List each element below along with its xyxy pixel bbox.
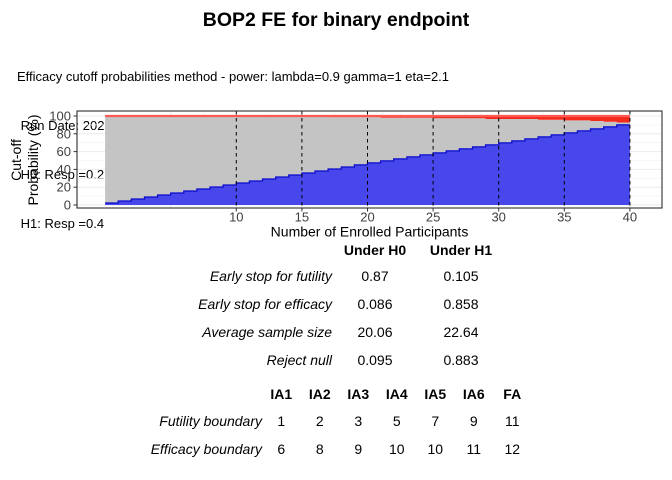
y-axis-title-line1: Cut-off [8,139,24,181]
x-tick-label: 10 [229,210,243,225]
cell-value: 9 [354,441,363,457]
column-header: IA3 [347,386,370,402]
table-row: Reject null 0.095 0.883 [0,346,504,374]
cell-value: 7 [431,413,440,429]
cell-value: 0.87 [361,268,389,284]
cell-value: 22.64 [443,324,479,340]
cell-value: 12 [504,441,521,457]
column-header: IA5 [424,386,447,402]
cell-value: 0.858 [443,296,479,312]
column-header: IA1 [270,386,293,402]
cell-value: 11 [466,441,482,457]
panel-border [76,110,663,209]
table-row: Average sample size 20.06 22.64 [0,318,504,346]
axes: 10 15 20 25 30 35 40 0 20 40 60 80 100 Number of Enro… [8,109,637,240]
x-tick-label: 30 [491,210,505,225]
row-label: Reject null [266,352,332,368]
cell-value: 20.06 [357,324,393,340]
x-axis-title: Number of Enrolled Participants [271,224,469,240]
subtitle-h1: H1: Resp =0.4 [17,216,105,232]
row-label: Futility boundary [159,413,262,429]
x-tick-label: 35 [557,210,571,225]
table-row: Futility boundary 1 2 3 5 7 9 11 [0,407,540,435]
cutoff-probability-chart: 10 15 20 25 30 35 40 0 20 40 60 80 100 Number of Enro… [8,109,663,240]
x-tick-label: 40 [623,210,637,225]
cell-value: 3 [354,413,363,429]
subtitle-method-line: Efficacy cutoff probabilities method - p… [17,68,450,84]
table-row: Early stop for efficacy 0.086 0.858 [0,290,504,318]
cell-value: 1 [277,413,286,429]
cell-value: 2 [315,413,324,429]
cell-value: 8 [315,441,324,457]
cell-value: 11 [504,413,520,429]
y-axis-title-line2: Probability (%) [25,114,41,205]
cell-value: 0.095 [357,352,393,368]
cell-value: 10 [427,441,444,457]
y-tick-label: 100 [49,109,71,124]
x-tick-label: 20 [360,210,374,225]
page-title: BOP2 FE for binary endpoint [202,9,470,31]
cell-value: 6 [277,441,286,457]
row-label: Early stop for efficacy [198,296,332,312]
row-label: Average sample size [202,324,332,340]
cell-value: 9 [469,413,478,429]
table-header-row: IA1 IA2 IA3 IA4 IA5 IA6 FA [0,381,540,407]
interim-analysis-lines [235,111,631,208]
futility-cutoff-line [105,124,630,204]
boundary-table: IA1 IA2 IA3 IA4 IA5 IA6 FA Futility boundary 1 2 3… [0,381,540,463]
row-label: Efficacy boundary [150,441,262,457]
table-row: Efficacy boundary 6 8 9 10 10 11 12 [0,435,540,463]
operating-characteristics-table: Under H0 Under H1 Early stop for futility 0… [0,238,504,374]
subtitle-block: Efficacy cutoff probabilities method - p… [17,36,449,266]
y-tick-label: 40 [57,162,71,177]
column-header: IA6 [462,386,485,402]
column-header: FA [503,386,522,402]
y-tick-label: 20 [57,180,71,195]
cell-value: 10 [388,441,405,457]
cell-value: 0.086 [357,296,393,312]
cell-value: 5 [392,413,401,429]
table-row: Early stop for futility 0.87 0.105 [0,262,504,290]
column-header: IA2 [308,386,331,402]
y-tick-label: 60 [57,144,71,159]
y-tick-label: 0 [64,198,71,213]
x-tick-label: 15 [295,210,309,225]
column-header: IA4 [385,386,408,402]
x-tick-label: 25 [426,210,440,225]
column-header: Under H1 [429,242,493,258]
y-tick-label: 80 [57,126,71,141]
cell-value: 0.105 [443,268,479,284]
efficacy-cutoff-area [105,116,630,123]
column-header: Under H0 [343,242,407,258]
row-label: Early stop for futility [209,268,332,284]
cell-value: 0.883 [443,352,479,368]
table-header-row: Under H0 Under H1 [0,238,504,262]
